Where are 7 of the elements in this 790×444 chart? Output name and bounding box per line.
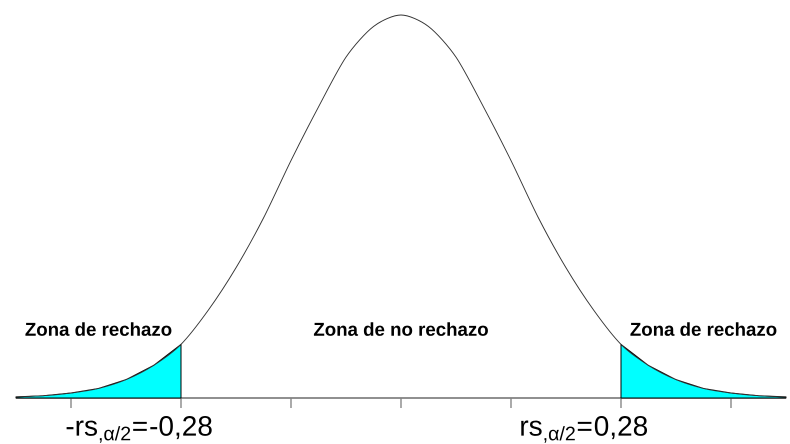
x-tick-label: 0,28 [594,416,648,440]
ref-line-label: rs$_{,α/2}$= [521,420,592,443]
ref-line-label: -rs$_{,α/2}$= [66,420,147,443]
annotation: Zona de no rechazo [314,322,488,336]
x-tick-label: -0,28 [150,416,212,440]
annotation: Zona de rechazo [25,322,172,336]
annotation: Zona de rechazo [630,322,776,336]
